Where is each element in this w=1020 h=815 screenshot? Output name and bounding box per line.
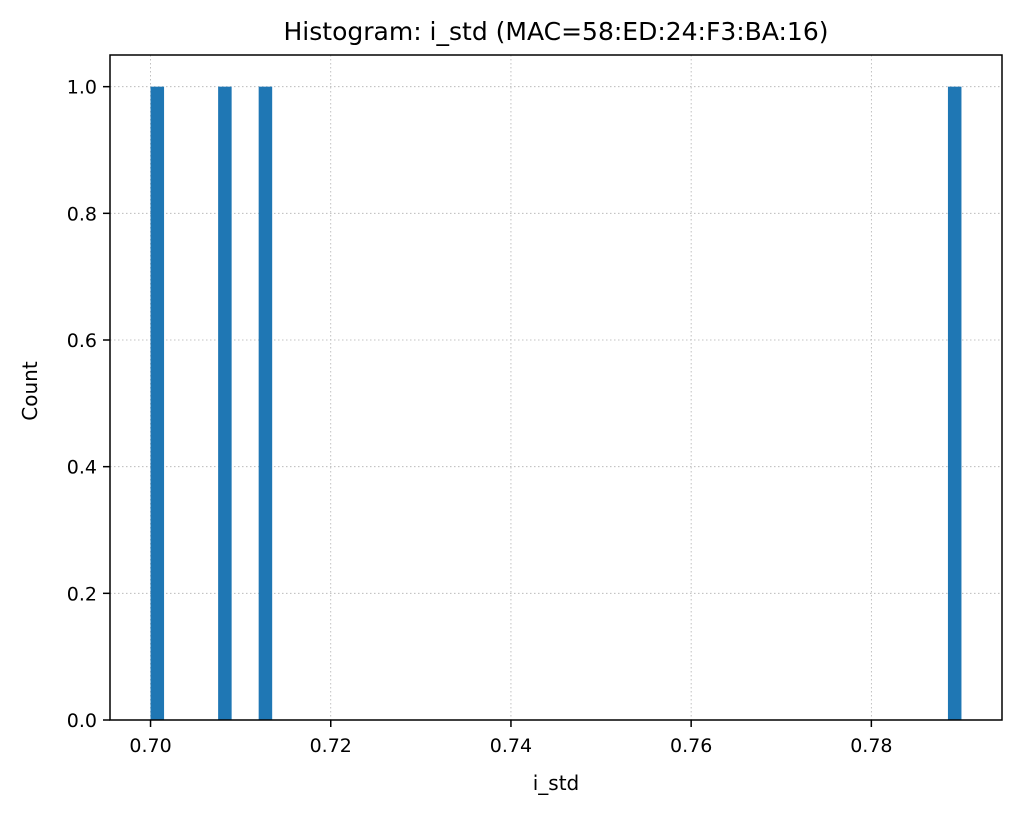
x-tick-label: 0.70 <box>129 735 171 757</box>
y-axis-label: Count <box>18 361 42 421</box>
x-axis-ticks: 0.70 0.72 0.74 0.76 0.78 <box>129 720 893 757</box>
x-tick-label: 0.74 <box>490 735 532 757</box>
histogram-bars <box>150 86 962 720</box>
y-tick-label: 0.6 <box>67 330 97 352</box>
y-tick-label: 0.4 <box>67 457 97 479</box>
plot-frame <box>109 54 1003 721</box>
histogram-bar <box>218 86 232 720</box>
y-tick-label: 1.0 <box>67 77 97 99</box>
x-tick-label: 0.76 <box>670 735 712 757</box>
y-axis-ticks: 0.0 0.2 0.4 0.6 0.8 1.0 <box>67 77 110 732</box>
y-tick-label: 0.8 <box>67 203 97 225</box>
y-tick-label: 0.0 <box>67 710 97 732</box>
histogram-bar <box>150 86 165 720</box>
y-tick-label: 0.2 <box>67 583 97 605</box>
x-tick-label: 0.72 <box>310 735 352 757</box>
x-tick-label: 0.78 <box>850 735 892 757</box>
histogram-bar <box>258 86 273 720</box>
x-axis-label: i_std <box>533 771 580 795</box>
plot-area <box>110 55 1002 720</box>
chart-title: Histogram: i_std (MAC=58:ED:24:F3:BA:16) <box>284 17 829 46</box>
histogram-bar <box>947 86 962 720</box>
